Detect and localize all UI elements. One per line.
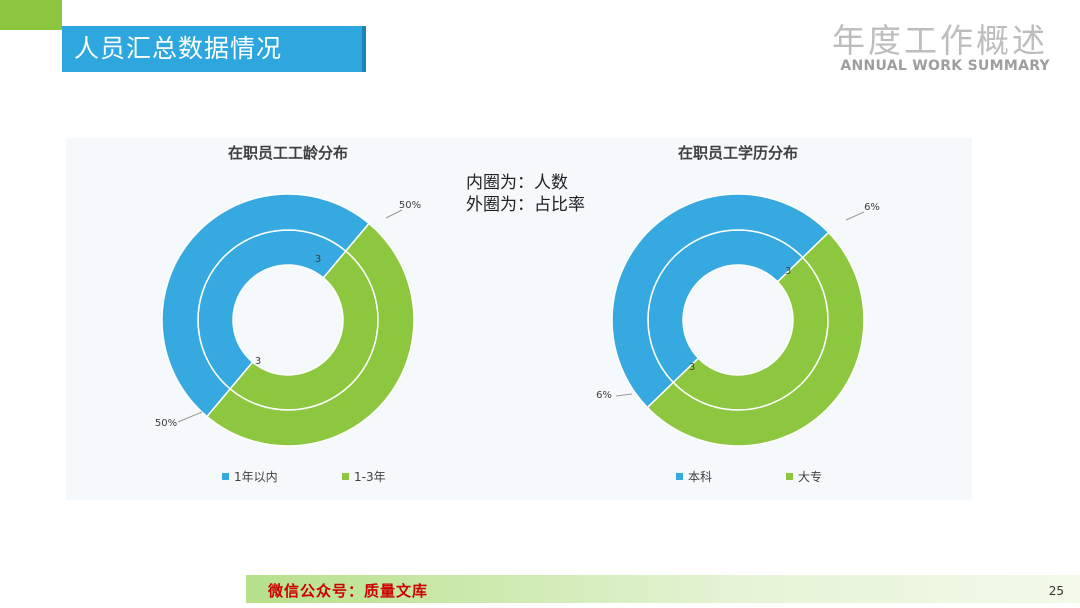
legend-label-1-2: 1-3年 (354, 470, 386, 484)
corner-decoration (0, 0, 62, 30)
chart-area: 在职员工工龄分布 3 3 50% 50% 1年以内 1-3年 在职员工学历分布 3 3 6% 6% 本科… (66, 138, 972, 500)
donut-outer-slice-1-1 (161, 193, 371, 418)
legend-swatch-2-2 (786, 473, 793, 480)
data-label-inner-2-2: 3 (785, 266, 791, 277)
data-label-inner-1-1: 3 (255, 356, 261, 367)
brand-title-cn: 年度工作概述 (832, 21, 1048, 60)
data-label-outer-2-1: 6% (596, 390, 612, 401)
legend-swatch-2-1 (676, 473, 683, 480)
ring-note: 内圈为：人数 外圈为：占比率 (466, 172, 585, 216)
chart-title-2: 在职员工学历分布 (678, 144, 798, 162)
legend-label-1-1: 1年以内 (234, 470, 278, 484)
data-label-inner-2-1: 3 (689, 362, 695, 373)
donut-outer-slice-1-2 (205, 222, 415, 447)
data-label-outer-1-2: 50% (399, 200, 421, 211)
legend-swatch-1-1 (222, 473, 229, 480)
donut-outer-slice-2-2 (646, 231, 865, 447)
page-title: 人员汇总数据情况 (62, 26, 366, 72)
note-outer-ring: 外圈为：占比率 (466, 195, 585, 215)
data-label-outer-2-2: 6% (864, 202, 880, 213)
brand-title-en: ANNUAL WORK SUMMARY (840, 58, 1050, 74)
donut-charts: 在职员工工龄分布 3 3 50% 50% 1年以内 1-3年 在职员工学历分布 3 3 6% 6% 本科… (155, 144, 880, 484)
legend-label-2-1: 本科 (688, 470, 712, 484)
leader-line-1-2 (385, 209, 403, 219)
leader-line-2-2 (845, 211, 865, 221)
leader-line-2-1 (615, 393, 633, 397)
page-number: 25 (1048, 584, 1064, 598)
legend-label-2-2: 大专 (798, 469, 822, 484)
donut-outer-slice-2-1 (611, 193, 830, 409)
footer-text: 微信公众号：质量文库 (268, 582, 429, 600)
footer-bar (246, 575, 1080, 603)
leader-line-1-1 (177, 411, 203, 423)
note-inner-ring: 内圈为：人数 (466, 173, 568, 193)
data-label-inner-1-2: 3 (315, 254, 321, 265)
data-label-outer-1-1: 50% (155, 418, 177, 429)
chart-title-1: 在职员工工龄分布 (228, 144, 348, 162)
legend-swatch-1-2 (342, 473, 349, 480)
